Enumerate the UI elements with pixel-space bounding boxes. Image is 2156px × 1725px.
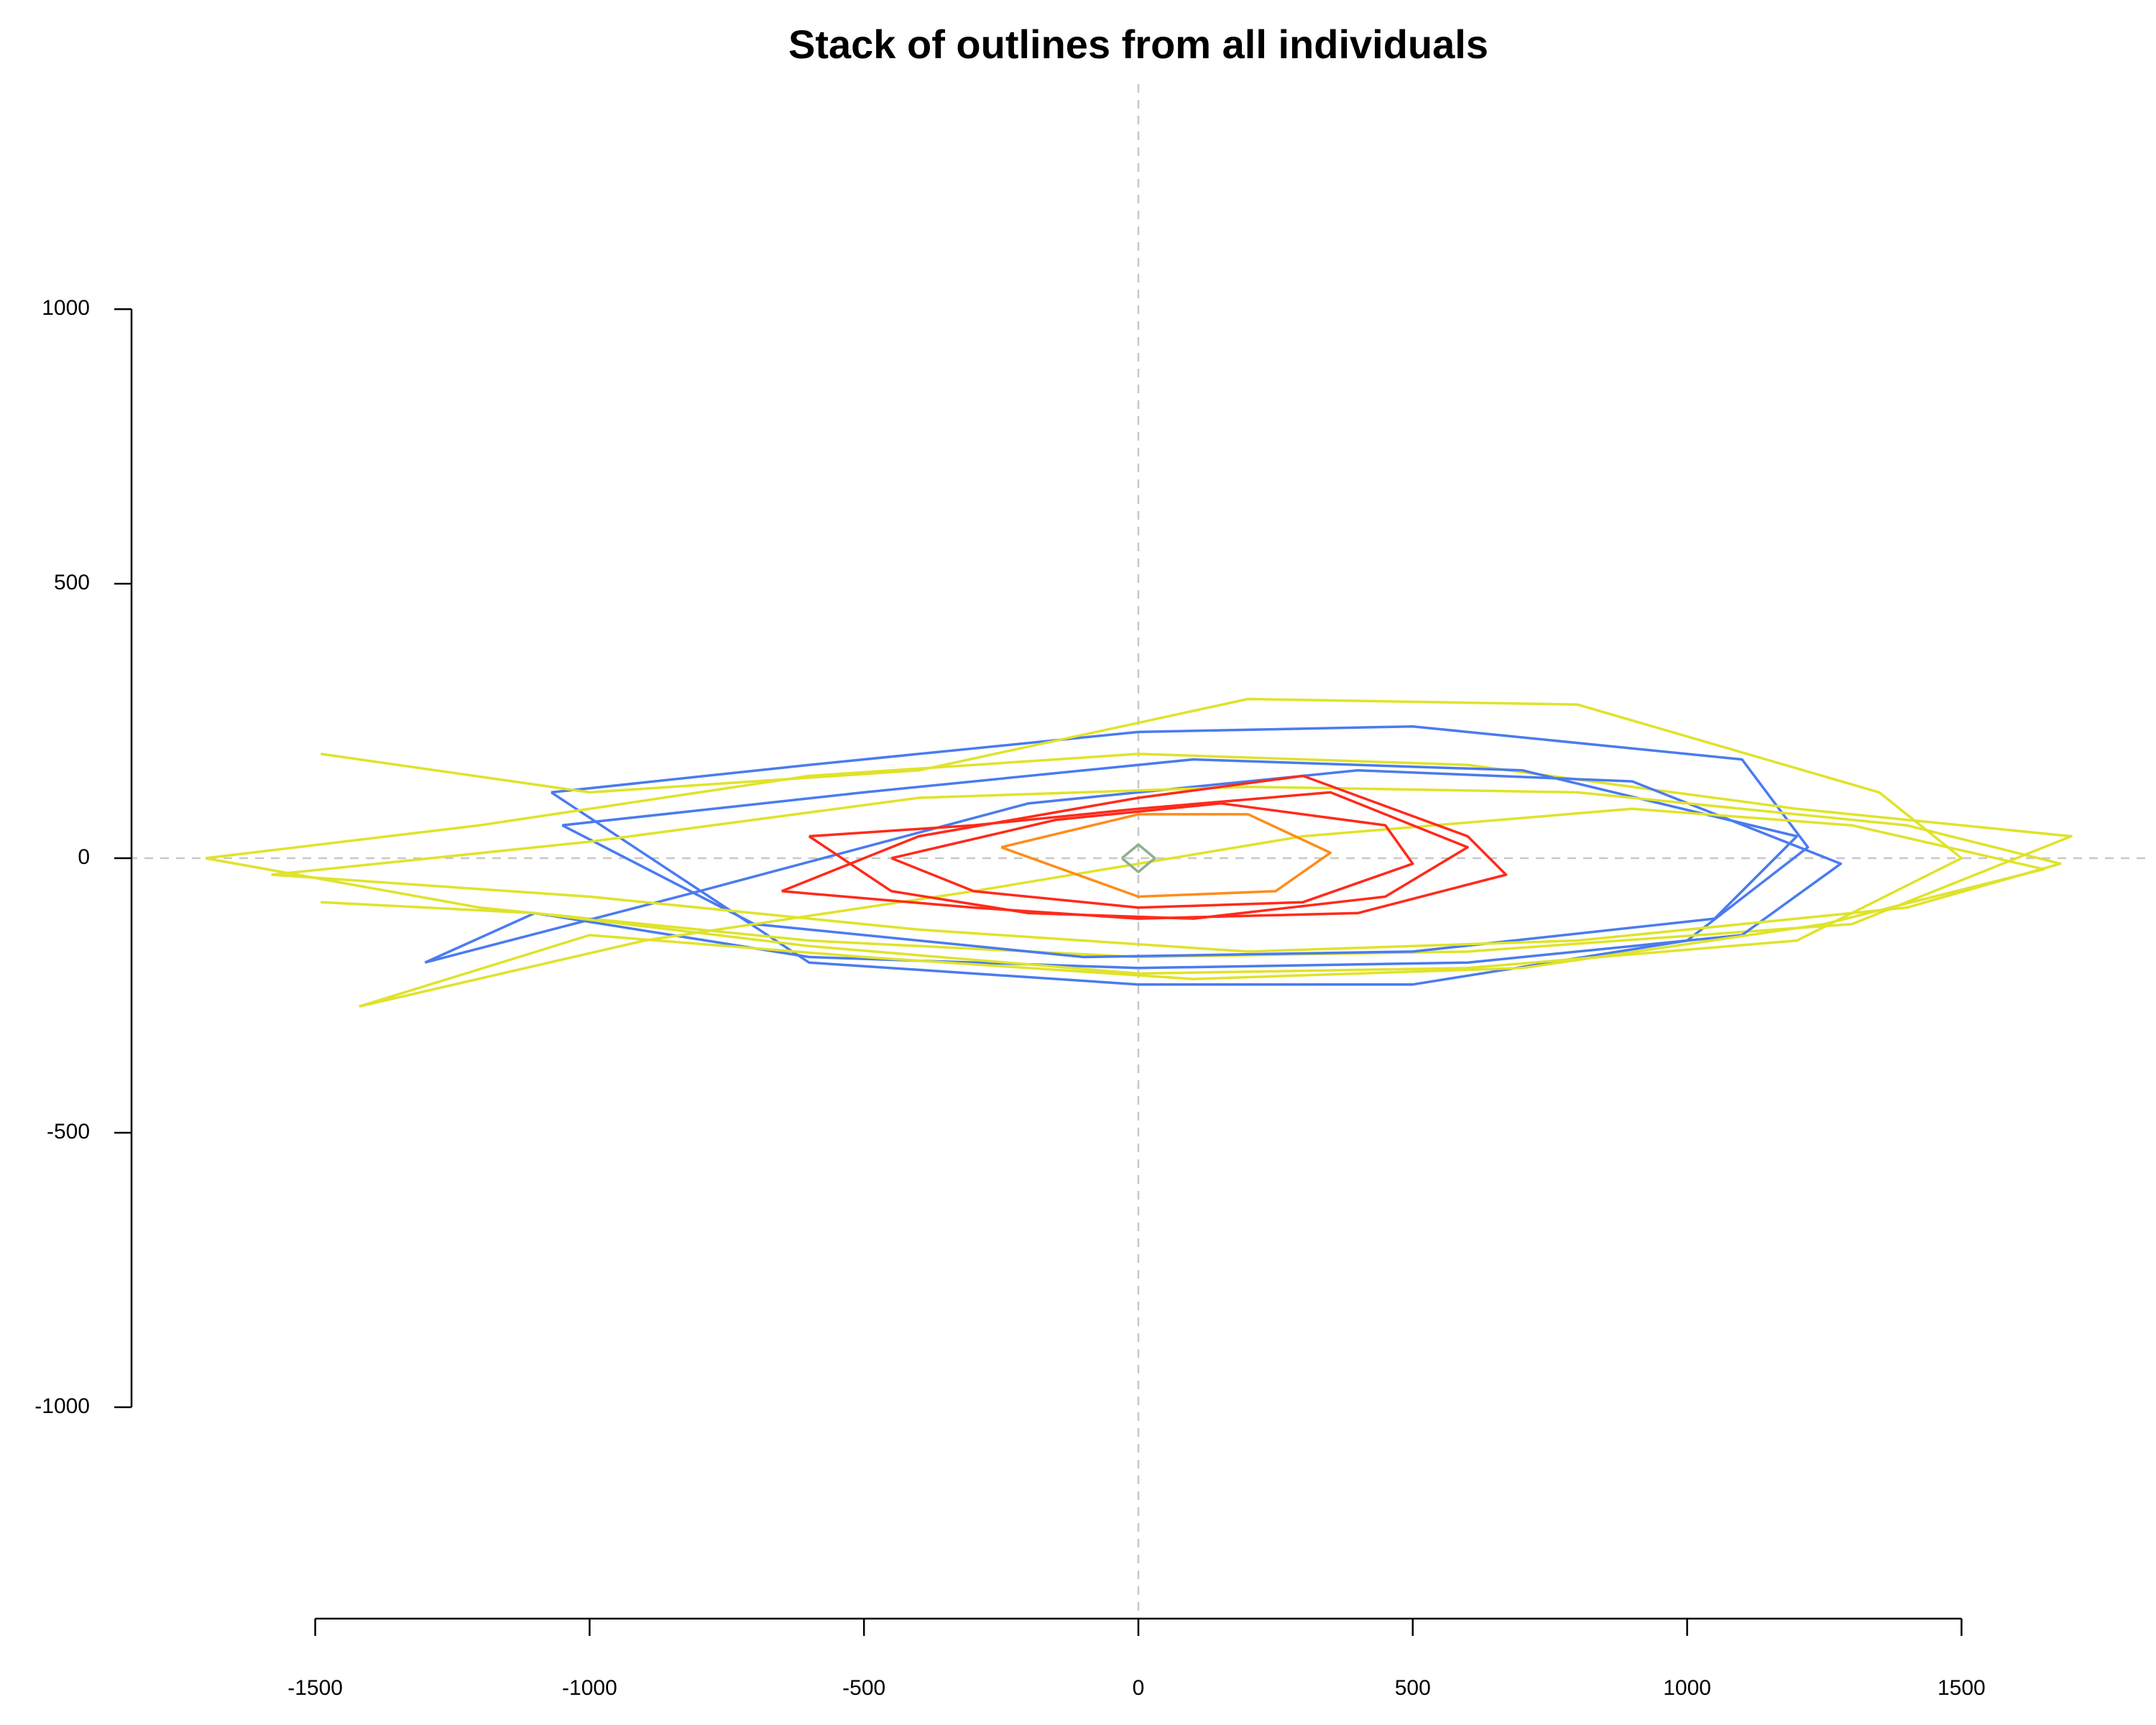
y-tick-label: -500 [47,1120,90,1144]
outline [271,785,2062,953]
outline [1120,843,1156,873]
y-tick-label: 1000 [42,296,90,320]
x-tick-label: -1000 [562,1676,617,1700]
y-tick-label: 0 [78,845,90,869]
x-tick-label: -500 [842,1676,885,1700]
y-tick-label: -1000 [34,1394,90,1418]
outline [205,753,2073,959]
outline [561,758,1799,959]
x-tick-label: -1500 [287,1676,343,1700]
x-tick-label: 500 [1395,1676,1431,1700]
x-tick-label: 0 [1133,1676,1145,1700]
x-tick-label: 1000 [1663,1676,1711,1700]
outline [550,724,1810,986]
x-tick-label: 1500 [1938,1676,1986,1700]
y-tick-label: 500 [54,571,90,594]
outline [808,791,1469,920]
outline [321,697,1963,975]
outline [890,801,1414,909]
outline [1000,813,1332,898]
chart-title: Stack of outlines from all individuals [788,22,1488,67]
